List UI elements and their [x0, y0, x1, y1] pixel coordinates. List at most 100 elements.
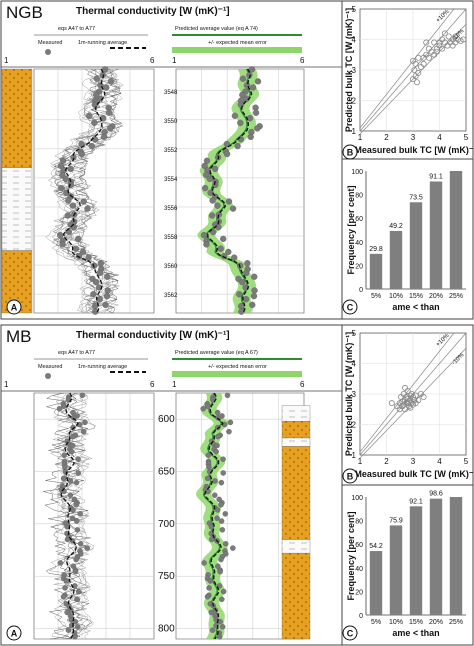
- circle-a-label-ring: [6, 625, 22, 641]
- log-curve: [67, 392, 96, 640]
- scatter-ytick: 3: [352, 390, 357, 399]
- measured-dot-right: [224, 392, 231, 399]
- measured-dot-left: [90, 291, 97, 298]
- measured-dot-right: [214, 424, 221, 431]
- bars-xlabel: ame < than: [392, 302, 439, 312]
- measured-dot-left: [80, 428, 87, 435]
- lithology-shale: [281, 539, 311, 554]
- measured-dot-right: [229, 205, 237, 212]
- scatter-xtick: 5: [464, 457, 469, 466]
- measured-dot-right: [206, 175, 213, 182]
- measured-dot-right: [208, 212, 216, 219]
- log-curve: [45, 68, 94, 314]
- measured-dot-right: [203, 171, 210, 179]
- bars-ytick: 60: [355, 542, 363, 549]
- log-track-frame: [33, 392, 155, 640]
- depth-label: 700: [158, 519, 175, 530]
- measured-dot-right: [204, 475, 211, 482]
- scatter-point: [452, 33, 459, 40]
- bar: [369, 253, 383, 289]
- scatter-point: [409, 57, 416, 64]
- bars-ytick: 20: [355, 589, 363, 596]
- measured-dot-right: [201, 162, 208, 170]
- depth-label: 3554: [164, 177, 178, 183]
- bar-category-label: 5%: [371, 293, 381, 300]
- axis-right-min: 1: [172, 380, 177, 389]
- panel-mb: MB Thermal conductivity [W (mK)⁻¹] eqs A47…: [0, 324, 474, 646]
- measured-dot-right: [249, 84, 257, 91]
- scatter-point: [425, 54, 432, 61]
- measured-dot-left: [69, 202, 77, 209]
- log-curve: [73, 392, 97, 640]
- measured-dot-left: [56, 405, 63, 412]
- measured-dot-right: [201, 185, 209, 192]
- scatter-ytick: 1: [352, 127, 357, 136]
- log-curve: [52, 68, 104, 314]
- measured-dot-left: [93, 75, 101, 82]
- measured-dot-left: [72, 245, 80, 252]
- measured-dot-left: [60, 475, 67, 482]
- scatter-ytick: 5: [352, 5, 357, 14]
- predicted-line: [202, 392, 223, 640]
- measured-dot-right: [214, 409, 221, 416]
- scatter-point: [441, 30, 448, 37]
- scatter-plus10-line: [359, 8, 455, 129]
- scatter-plus10-line: [359, 332, 455, 453]
- scatter-one-to-one: [359, 332, 467, 456]
- scatter-point: [413, 79, 420, 86]
- bars-ytick: 80: [355, 193, 363, 200]
- measured-dot-left: [62, 464, 68, 470]
- legend-predicted: Predicted average value (eq A 74): [175, 26, 258, 32]
- bars-ytick: 40: [355, 566, 363, 573]
- legend-measured: Measured: [38, 364, 62, 370]
- measured-dot-right: [212, 165, 219, 173]
- measured-dot-right: [237, 302, 245, 310]
- bar-category-label: 15%: [409, 293, 423, 300]
- lithology-sand: [1, 68, 33, 168]
- scatter-xtick: 4: [437, 457, 442, 466]
- measured-dot-left: [74, 624, 81, 630]
- circle-c-label-ring: [342, 299, 358, 315]
- scatter-ytick: 2: [352, 97, 357, 106]
- bar-category-label: 20%: [429, 619, 443, 626]
- bar-category-label: 10%: [389, 619, 403, 626]
- bars-ytick: 40: [355, 240, 363, 247]
- scatter-xlabel: Measured bulk TC [W (mK)⁻¹]: [354, 469, 474, 479]
- measured-dot-right: [239, 278, 246, 286]
- axis-left-min: 1: [4, 380, 9, 389]
- depth-label: 3558: [164, 235, 178, 241]
- measured-dot-left: [102, 301, 109, 308]
- measured-dot-right: [227, 419, 234, 426]
- legend-running: 1m-running average: [78, 40, 127, 46]
- scatter-one-to-one: [359, 8, 467, 132]
- measured-dot-right: [208, 523, 215, 530]
- scatter-point: [423, 39, 430, 46]
- bar: [449, 497, 463, 615]
- circle-b-label: B: [347, 148, 354, 158]
- axis-right-min: 1: [172, 56, 177, 65]
- scatter-point: [415, 70, 422, 77]
- circle-c-label: C: [347, 629, 354, 639]
- measured-dot-right: [201, 560, 207, 566]
- measured-dot-left: [100, 133, 108, 141]
- measured-dot-left: [104, 287, 111, 294]
- measured-dot-right: [217, 568, 223, 575]
- measured-dot-left: [91, 119, 98, 127]
- measured-dot-right: [231, 112, 239, 119]
- bar-value-label: 54.2: [369, 543, 383, 550]
- measured-dot-right: [220, 456, 226, 462]
- measured-dot-left: [65, 627, 72, 633]
- scatter-point: [460, 36, 467, 43]
- measured-dot-left: [79, 248, 87, 256]
- bar-category-label: 25%: [449, 619, 463, 626]
- measured-dot-left: [72, 568, 79, 575]
- bars-ytick: 100: [351, 169, 363, 176]
- legend-error: +/- expected mean error: [208, 40, 267, 46]
- measured-dot-right: [207, 578, 214, 584]
- measured-dot-right: [207, 189, 214, 196]
- lithology-shale: [281, 405, 311, 422]
- measured-dot-left: [103, 84, 110, 91]
- measured-dot-right: [212, 478, 218, 484]
- axis-right-max: 6: [300, 380, 305, 389]
